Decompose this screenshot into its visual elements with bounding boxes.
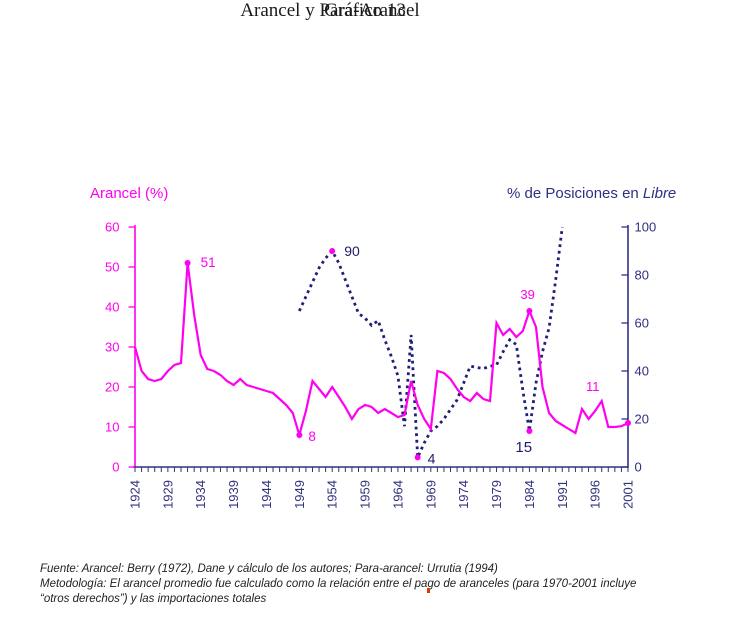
point-label-11: 11 (586, 379, 600, 394)
right-axis-tick-label: 20 (635, 412, 649, 427)
x-axis-year-label: 1979 (489, 480, 504, 509)
x-axis-year-label: 1949 (292, 480, 307, 509)
x-axis-year-label: 1984 (522, 480, 537, 509)
point-label-90: 90 (344, 243, 360, 259)
left-axis-tick-label: 0 (112, 460, 119, 475)
x-axis-year-label: 1939 (226, 480, 241, 509)
footnote-source-line: Fuente: Arancel: Berry (1972), Dane y cá… (40, 563, 498, 575)
left-axis-tick-label: 60 (105, 220, 119, 235)
left-axis-tick-label: 40 (105, 300, 119, 315)
point-marker-8 (296, 432, 303, 438)
footnote-methodology-line1: Metodología: El arancel promedio fue cal… (40, 578, 637, 590)
point-label-4: 4 (428, 450, 436, 466)
point-label-8: 8 (308, 429, 316, 444)
x-axis-year-label: 1974 (456, 480, 471, 509)
right-axis-title: % de Posiciones en Libre (507, 185, 676, 202)
left-axis-tick-label: 20 (105, 380, 119, 395)
point-label-51: 51 (201, 255, 216, 270)
right-axis-tick-label: 100 (635, 220, 657, 235)
x-axis-year-label: 1991 (555, 480, 570, 509)
x-axis-year-label: 1934 (193, 480, 208, 509)
arancel-line (133, 262, 629, 440)
point-marker-11 (625, 420, 631, 426)
right-axis-tick-label: 60 (635, 316, 649, 331)
right-axis-title-text: % de Posiciones en (507, 185, 643, 202)
x-axis-year-label: 1969 (423, 480, 438, 509)
point-marker-15 (526, 428, 533, 434)
chart-footnote: Fuente: Arancel: Berry (1972), Dane y cá… (40, 562, 700, 607)
x-axis-year-label: 1944 (259, 480, 274, 509)
point-marker-39 (526, 308, 533, 314)
left-axis-tick-label: 50 (105, 260, 119, 275)
footnote-methodology-line2: “otros derechos”) y las importaciones to… (40, 593, 267, 605)
right-axis-tick-label: 0 (635, 460, 642, 475)
proofing-mark (427, 588, 430, 593)
point-marker-90 (329, 248, 336, 254)
right-axis-tick-label: 40 (635, 364, 649, 379)
left-axis-tick-label: 30 (105, 340, 119, 355)
left-axis-tick-label: 10 (105, 420, 119, 435)
x-axis-year-label: 1959 (358, 480, 373, 509)
chart-title-line2: Arancel y Para-Arancel (240, 0, 420, 21)
x-axis-year-label: 1954 (325, 480, 340, 509)
x-axis-year-label: 1964 (390, 480, 405, 509)
point-marker-51 (184, 260, 191, 266)
point-label-15: 15 (515, 439, 532, 456)
x-axis-year-label: 2001 (621, 480, 636, 509)
x-axis-year-label: 1996 (588, 480, 603, 509)
para-arancel-line (298, 226, 564, 458)
point-marker-4 (414, 454, 421, 461)
left-axis-title: Arancel (%) (90, 185, 169, 202)
right-axis-title-italic: Libre (642, 185, 677, 202)
chart-title-line1: Gráfico 13 (324, 0, 406, 21)
right-axis-tick-label: 80 (635, 268, 649, 283)
x-axis-year-label: 1924 (128, 480, 143, 509)
x-axis-year-label: 1929 (160, 480, 175, 509)
point-label-39: 39 (520, 287, 534, 302)
